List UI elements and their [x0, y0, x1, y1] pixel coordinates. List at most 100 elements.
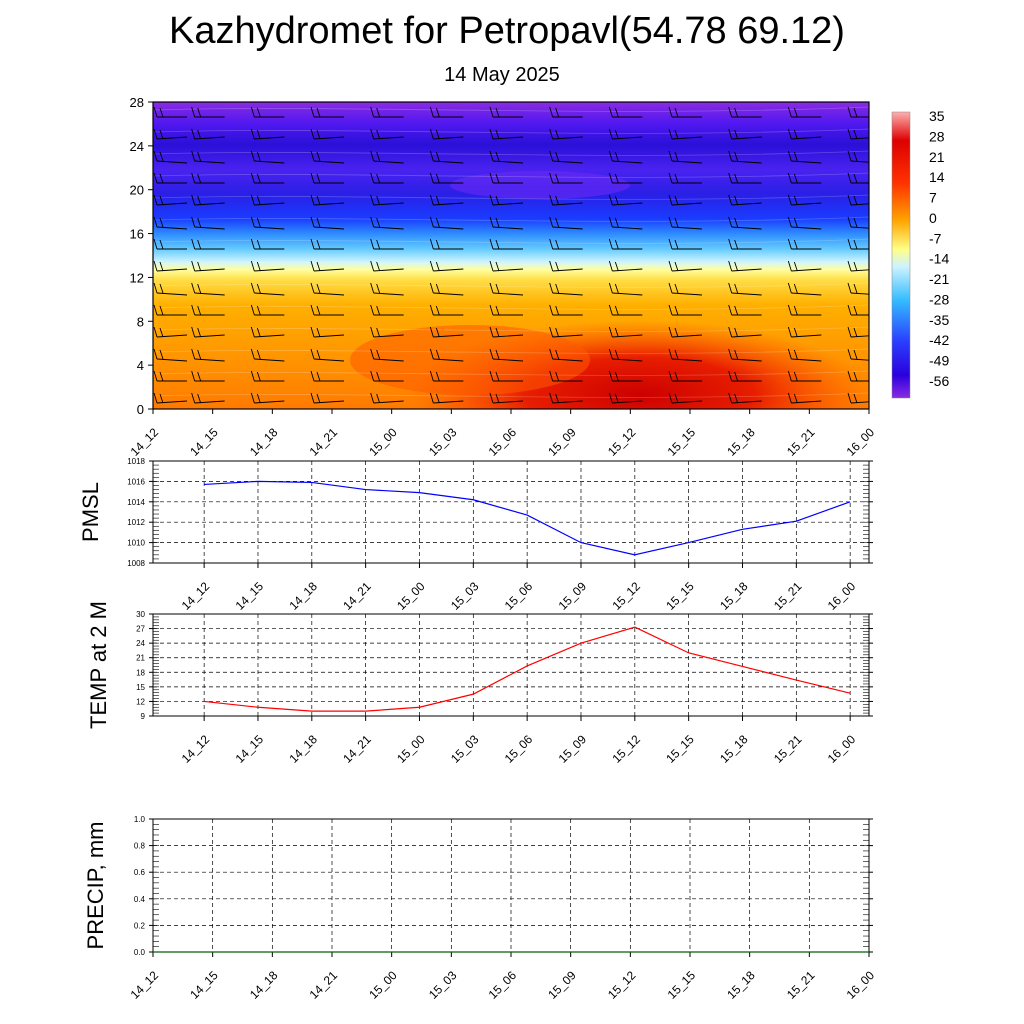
wind-barb-flag: [793, 371, 798, 382]
wind-barb: [250, 194, 285, 206]
wind-barb-flag: [159, 173, 164, 184]
wind-barb-staff: [492, 160, 524, 164]
wind-barb-flag: [555, 173, 560, 184]
wind-barb-flag: [159, 129, 164, 140]
wind-barb: [429, 150, 464, 164]
wind-barb-flag: [376, 393, 381, 404]
wind-barb-flag: [191, 348, 196, 360]
colorbar-label: -21: [929, 271, 949, 287]
wind-barb: [489, 128, 524, 140]
wind-barb-staff: [156, 268, 188, 272]
wind-barb-flag: [674, 129, 679, 140]
colorbar-label: 21: [929, 149, 945, 165]
wind-barb-flag: [608, 128, 613, 140]
wind-barb-flag: [674, 261, 679, 272]
wind-barb-flag: [489, 194, 494, 206]
wind-barb-staff: [731, 358, 762, 362]
wind-barb-flag: [495, 327, 500, 338]
wind-barb-flag: [429, 260, 434, 272]
wind-barb-flag: [495, 173, 500, 184]
wind-barb-flag: [614, 371, 619, 382]
wind-barb-staff: [492, 334, 524, 338]
y-tick-label: 27: [136, 625, 145, 634]
wind-barb-staff: [492, 268, 524, 272]
wind-barb: [429, 128, 464, 140]
y-tick-label: 20: [130, 183, 144, 198]
x-tick-label: 14_18: [286, 579, 320, 613]
wind-barb-flag: [668, 304, 673, 316]
wind-barb-flag: [250, 304, 255, 316]
wind-barb-flag: [435, 261, 440, 272]
wind-barb-staff: [791, 136, 822, 140]
wind-barb-flag: [787, 128, 792, 140]
wind-barb-flag: [549, 172, 554, 184]
wind-barb-flag: [614, 305, 619, 316]
wind-barb: [787, 326, 822, 338]
wind-barb-staff: [791, 292, 822, 296]
wind-barb-flag: [787, 238, 792, 250]
x-tick-label: 15_21: [784, 968, 818, 1002]
wind-barb-staff: [791, 160, 822, 164]
wind-barb: [847, 392, 869, 404]
wind-barb: [429, 304, 464, 316]
wind-barb-staff: [850, 269, 869, 272]
wind-barb: [370, 370, 404, 382]
wind-barb: [489, 172, 523, 184]
wind-barb-flag: [847, 370, 852, 382]
wind-barb-flag: [316, 327, 321, 338]
wind-barb: [549, 216, 583, 230]
wind-barb-flag: [549, 282, 554, 294]
wind-barb-flag: [555, 349, 560, 360]
wind-barb: [787, 238, 822, 250]
x-tick-label: 16_00: [825, 732, 859, 766]
wind-barb-flag: [489, 260, 494, 272]
wind-barb-flag: [787, 260, 792, 272]
wind-barb-flag: [376, 327, 381, 338]
wind-barb-staff: [671, 400, 703, 404]
wind-barb: [153, 304, 187, 316]
wind-barb-flag: [429, 216, 434, 228]
wind-barb: [191, 194, 225, 206]
wind-barb: [787, 172, 822, 184]
wind-barb-flag: [734, 129, 739, 140]
wind-barb-flag: [310, 238, 315, 250]
wind-barb-flag: [376, 305, 381, 316]
wind-barb-flag: [370, 216, 375, 228]
wind-barb-flag: [153, 304, 158, 316]
wind-barb-flag: [316, 195, 321, 206]
wind-barb-flag: [614, 151, 619, 162]
wind-barb-staff: [850, 292, 869, 295]
wind-barb-staff: [671, 160, 703, 164]
contour-line: [153, 238, 869, 244]
wind-barb: [489, 392, 524, 404]
wind-barb-flag: [549, 238, 554, 250]
wind-barb-flag: [250, 392, 255, 404]
wind-barb-flag: [549, 260, 554, 272]
wind-barb: [608, 260, 643, 272]
wind-barb: [728, 216, 762, 230]
wind-barb-staff: [552, 400, 583, 404]
wind-barb: [250, 304, 285, 316]
wind-barb: [310, 370, 344, 382]
wind-barb: [608, 216, 643, 230]
x-tick-label: 15_21: [784, 425, 818, 459]
y-tick-label: 30: [136, 610, 145, 619]
x-tick-label: 15_18: [717, 579, 751, 613]
wind-barb-flag: [549, 216, 554, 228]
wind-barb-flag: [429, 392, 434, 404]
wind-barb-flag: [787, 172, 792, 184]
wind-barb-flag: [376, 195, 381, 206]
x-tick-label: 14_12: [128, 968, 162, 1002]
wind-barb: [153, 216, 188, 230]
y-tick-label: 12: [136, 697, 145, 706]
wind-barb-flag: [256, 283, 261, 294]
wind-barb-flag: [549, 348, 554, 360]
x-tick-label: 15_06: [502, 579, 536, 613]
wind-barb-flag: [250, 326, 255, 338]
wind-barb-flag: [256, 217, 261, 228]
contour-line: [153, 282, 869, 288]
wind-barb-flag: [310, 216, 315, 228]
wind-barb-flag: [197, 327, 202, 338]
wind-barb: [668, 392, 703, 404]
wind-barb-flag: [674, 239, 679, 250]
